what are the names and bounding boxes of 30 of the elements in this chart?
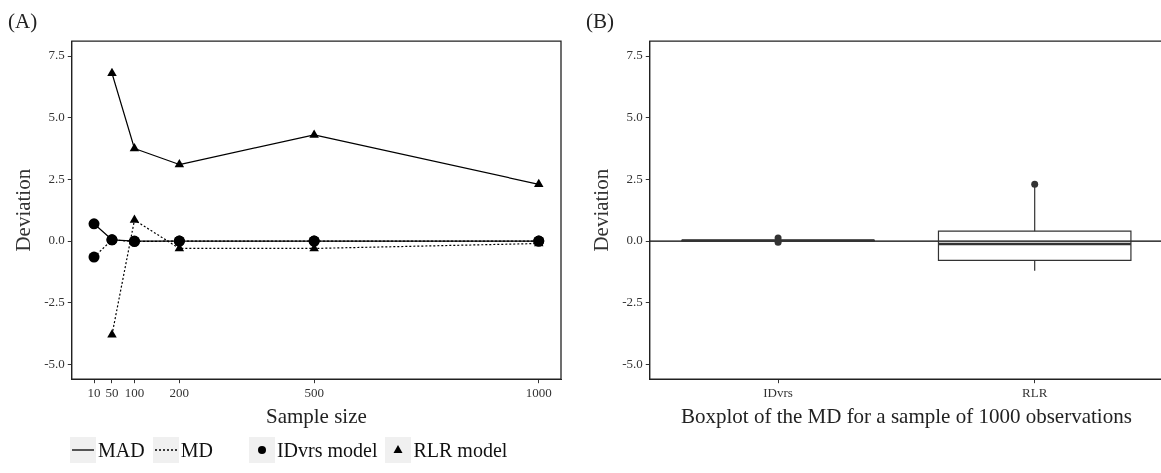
y-tick-label: -2.5 [622,294,643,310]
text: MD [180,438,213,462]
y-tick-label: 7.5 [626,47,643,63]
x-tick-label: 500 [304,385,324,401]
y-tick-label: 5.0 [48,109,65,125]
x-tick-label: IDvrs [763,385,793,401]
y-tick-label: -5.0 [44,355,65,371]
chart-title: (B) [586,9,614,34]
y-tick-label: 7.5 [48,47,65,63]
x-tick-label: RLR [1022,385,1048,401]
x-tick-label: 200 [169,385,190,401]
x-tick-label: 50 [105,385,119,401]
y-axis-title: Deviation [11,168,36,252]
x-axis-title: Boxplot of the MD for a sample of 1000 observations [680,403,1132,428]
x-axis-title: Sample size [265,403,367,428]
y-tick-label: 0.0 [48,232,65,248]
y-tick-label: 5.0 [626,109,643,125]
chart-title: (A) [8,9,38,34]
y-tick-label: 0.0 [626,232,643,248]
text: MAD [98,438,145,462]
x-tick-label: 100 [124,385,145,401]
y-tick-label: 2.5 [626,170,643,186]
y-tick-label: -5.0 [622,355,643,371]
text: RLR model [413,438,508,462]
y-tick-label: -2.5 [44,294,65,310]
x-tick-label: 1000 [525,385,552,401]
y-axis-title: Deviation [589,168,614,252]
x-tick-label: 10 [87,385,101,401]
y-tick-label: 2.5 [48,170,65,186]
text: IDvrs model [276,438,378,462]
